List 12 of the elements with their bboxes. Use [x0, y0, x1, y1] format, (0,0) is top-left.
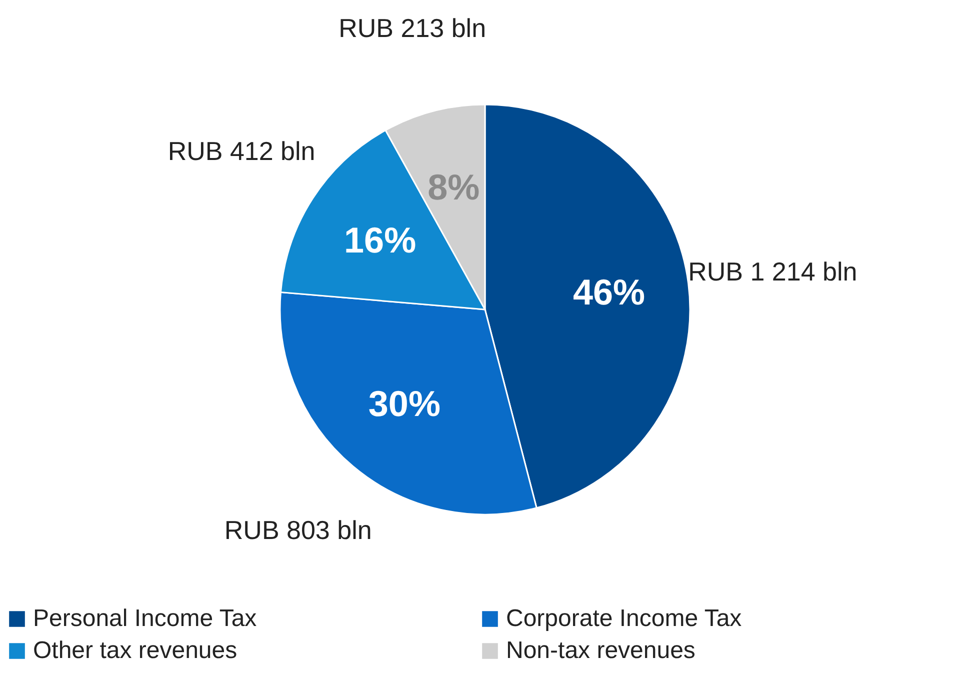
- data-label: RUB 803 bln: [224, 515, 372, 546]
- data-label: RUB 412 bln: [168, 136, 316, 166]
- legend-label: Corporate Income Tax: [506, 605, 742, 632]
- legend-label: Non-tax revenues: [506, 637, 696, 664]
- text: 8%: [428, 166, 480, 208]
- data-label: RUB 1 214 bln: [688, 256, 858, 287]
- legend-label: Personal Income Tax: [33, 605, 257, 632]
- text: 30%: [368, 383, 440, 424]
- data-label: RUB 213 bln: [338, 12, 486, 43]
- text: 46%: [572, 272, 646, 313]
- legend-label: Other tax revenues: [33, 637, 238, 664]
- text: 16%: [344, 220, 416, 261]
